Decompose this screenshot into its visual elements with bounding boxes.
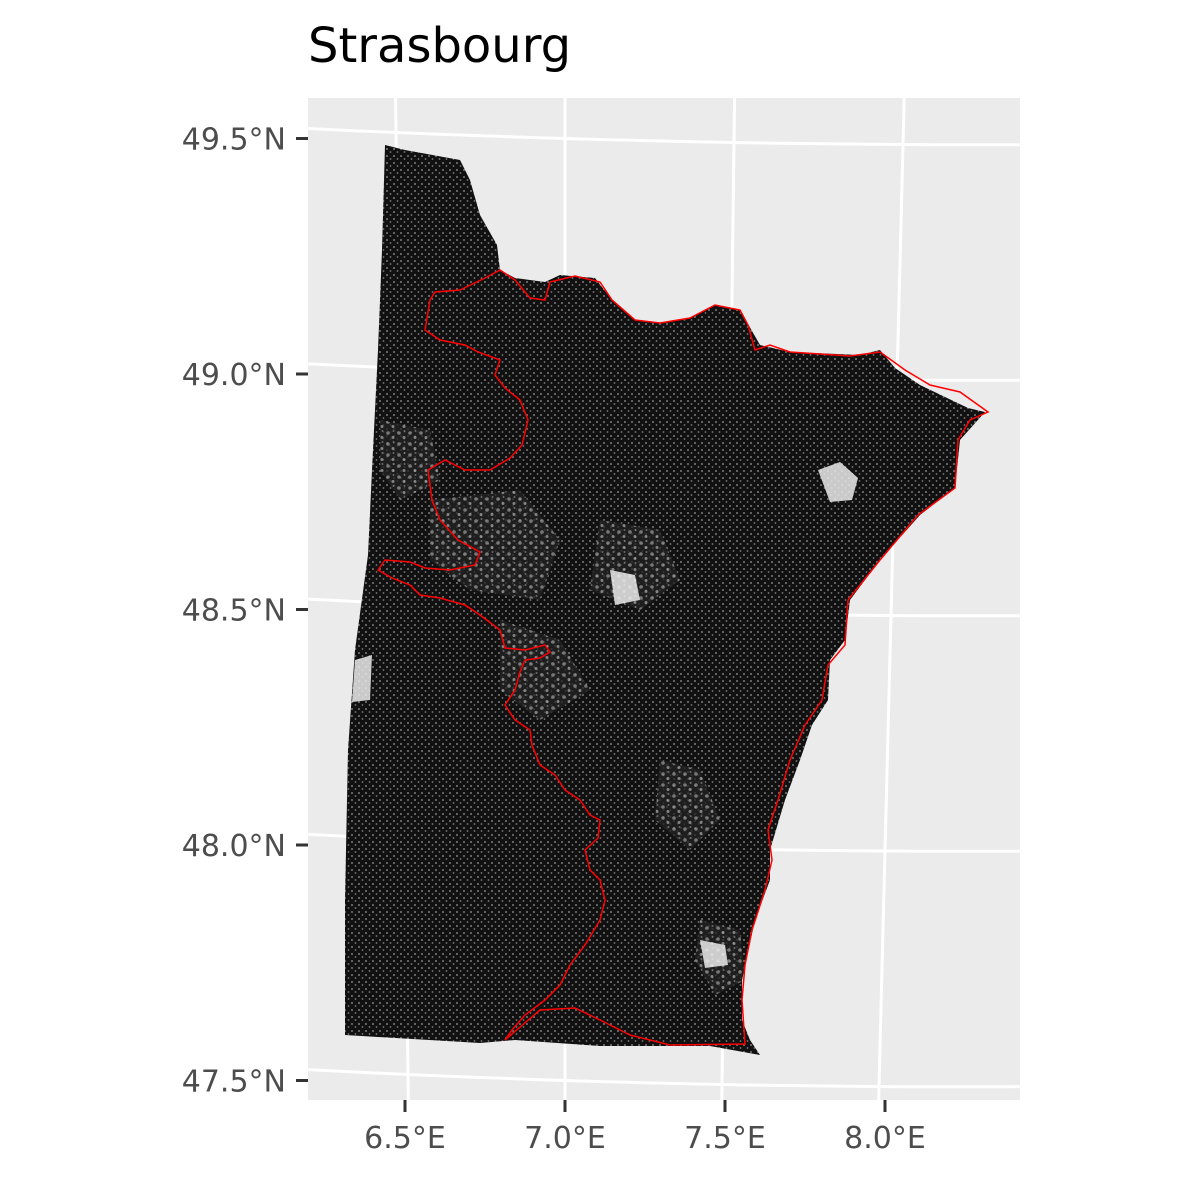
y-axis: 49.5°N 49.0°N 48.5°N 48.0°N 47.5°N xyxy=(182,123,308,1100)
red-boundary-outline xyxy=(376,269,990,1046)
point-cloud-sparse-area xyxy=(430,490,560,600)
x-axis: 6.5°E 7.0°E 7.5°E 8.0°E xyxy=(364,1100,926,1156)
y-tick-label: 49.5°N xyxy=(182,123,286,158)
point-cloud-sparse-area xyxy=(655,760,720,850)
x-tick-label: 7.5°E xyxy=(684,1121,766,1156)
point-cloud-gap xyxy=(700,940,728,968)
x-tick-label: 7.0°E xyxy=(524,1121,606,1156)
point-cloud-gap xyxy=(352,655,372,702)
y-tick-label: 47.5°N xyxy=(182,1065,286,1100)
y-tick-label: 49.0°N xyxy=(182,358,286,393)
graticule-lat-line xyxy=(308,1068,1020,1089)
point-cloud-gap xyxy=(610,570,640,605)
point-cloud-gap xyxy=(818,462,858,502)
x-tick-label: 8.0°E xyxy=(844,1121,926,1156)
graticule-lon-line xyxy=(877,98,906,1100)
y-tick-label: 48.5°N xyxy=(182,594,286,629)
y-tick-label: 48.0°N xyxy=(182,829,286,864)
graticule-lat-line xyxy=(308,127,1020,147)
x-tick-label: 6.5°E xyxy=(364,1121,446,1156)
point-cloud-sparse-area xyxy=(500,620,590,720)
point-cloud-sparse-area xyxy=(380,420,440,500)
map-title: Strasbourg xyxy=(308,18,571,74)
